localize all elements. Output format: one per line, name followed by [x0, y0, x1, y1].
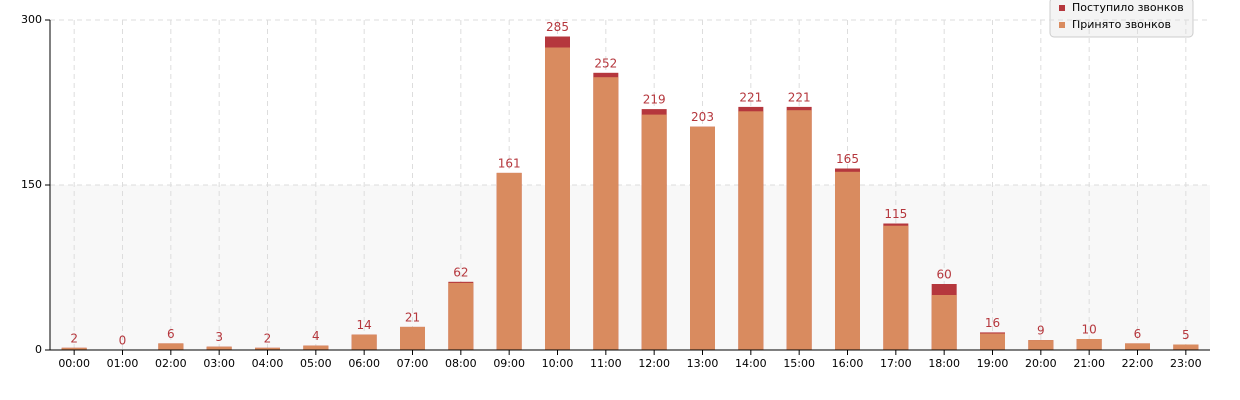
bar	[835, 171, 860, 350]
bar	[593, 77, 619, 350]
value-label: 2	[264, 331, 272, 345]
x-tick-label: 21:00	[1073, 357, 1105, 370]
legend-swatch	[1059, 5, 1065, 11]
x-tick-label: 05:00	[300, 357, 332, 370]
bar	[738, 111, 764, 350]
bar	[255, 347, 280, 350]
bar	[400, 326, 425, 350]
value-label: 10	[1082, 323, 1097, 337]
bar	[980, 333, 1005, 350]
x-tick-label: 12:00	[638, 357, 670, 370]
x-tick-label: 23:00	[1170, 357, 1202, 370]
bar	[158, 343, 184, 350]
bar	[351, 334, 377, 350]
x-tick-label: 18:00	[928, 357, 960, 370]
value-label: 221	[788, 90, 811, 104]
value-label: 0	[119, 334, 127, 348]
bar	[883, 225, 909, 350]
value-label: 9	[1037, 324, 1045, 338]
x-tick-label: 15:00	[783, 357, 815, 370]
value-label: 252	[594, 56, 617, 70]
bar	[206, 346, 232, 350]
bar	[1125, 343, 1150, 350]
x-tick-label: 19:00	[977, 357, 1009, 370]
value-label: 21	[405, 310, 420, 324]
x-tick-label: 06:00	[348, 357, 380, 370]
legend-label: Поступило звонков	[1072, 1, 1184, 14]
value-label: 219	[643, 93, 666, 107]
x-tick-label: 04:00	[252, 357, 284, 370]
bar	[1028, 340, 1054, 350]
x-tick-label: 22:00	[1122, 357, 1154, 370]
value-label: 62	[453, 265, 468, 279]
x-tick-label: 14:00	[735, 357, 767, 370]
value-label: 6	[1134, 327, 1142, 341]
value-label: 4	[312, 329, 320, 343]
x-tick-label: 11:00	[590, 357, 622, 370]
value-label: 14	[357, 318, 372, 332]
x-tick-label: 08:00	[445, 357, 477, 370]
x-tick-label: 10:00	[542, 357, 574, 370]
y-tick-label: 300	[21, 13, 42, 26]
x-tick-label: 20:00	[1025, 357, 1057, 370]
value-label: 203	[691, 110, 714, 124]
bar	[496, 172, 522, 350]
value-label: 6	[167, 327, 175, 341]
x-tick-label: 01:00	[107, 357, 139, 370]
x-tick-label: 09:00	[493, 357, 525, 370]
y-tick-label: 0	[35, 343, 42, 356]
bar	[448, 282, 474, 350]
plot-band	[50, 185, 1210, 350]
x-tick-label: 00:00	[58, 357, 90, 370]
value-label: 285	[546, 20, 569, 34]
x-tick-label: 03:00	[203, 357, 235, 370]
legend-swatch	[1059, 22, 1065, 28]
value-label: 165	[836, 152, 859, 166]
legend-box	[1049, 0, 1194, 38]
x-tick-label: 02:00	[155, 357, 187, 370]
value-label: 2	[70, 331, 78, 345]
bar	[690, 126, 715, 350]
legend: Поступило звонков Принято звонков	[1049, 0, 1194, 38]
value-label: 5	[1182, 328, 1190, 342]
value-label: 221	[739, 90, 762, 104]
x-tick-label: 16:00	[832, 357, 864, 370]
bar	[1076, 339, 1102, 350]
value-label: 115	[884, 207, 907, 221]
x-tick-label: 13:00	[687, 357, 719, 370]
bar	[545, 47, 570, 350]
x-tick-label: 17:00	[880, 357, 912, 370]
x-tick-label: 07:00	[397, 357, 429, 370]
bar	[1173, 344, 1199, 350]
bar	[641, 114, 667, 350]
value-label: 60	[937, 268, 952, 282]
y-tick-label: 150	[21, 178, 42, 191]
value-label: 161	[498, 156, 521, 170]
value-label: 3	[215, 330, 223, 344]
bar	[61, 347, 87, 350]
legend-label: Принято звонков	[1072, 18, 1171, 31]
bar	[303, 345, 329, 350]
bar	[931, 295, 957, 350]
bar	[786, 110, 812, 350]
value-label: 16	[985, 316, 1000, 330]
